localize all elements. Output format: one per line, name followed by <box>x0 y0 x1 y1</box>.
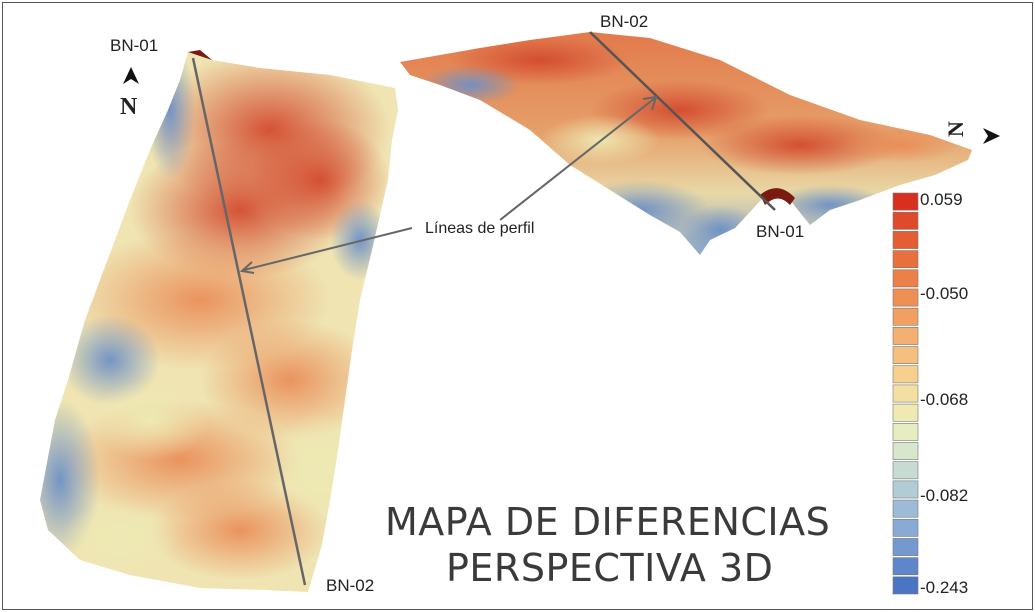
legend-tick-1: 0.059 <box>920 190 963 210</box>
north-arrow-rotated-icon <box>983 128 1000 144</box>
legend-swatch <box>893 212 918 229</box>
legend-swatch <box>893 366 918 383</box>
legend-tick-2: -0.050 <box>920 284 968 304</box>
label-bn01-3d: BN-01 <box>756 222 804 242</box>
north-arrow-icon <box>123 67 139 84</box>
legend-swatch <box>893 423 918 440</box>
legend-swatch <box>893 327 918 344</box>
label-bn01-plan: BN-01 <box>110 36 158 56</box>
legend-swatch <box>893 481 918 498</box>
label-bn02-3d: BN-02 <box>600 12 648 32</box>
legend-swatch <box>893 462 918 479</box>
legend-swatch <box>893 500 918 517</box>
north-letter: N <box>120 94 137 121</box>
legend-swatch <box>893 347 918 364</box>
legend-swatch <box>893 308 918 325</box>
profile-lines-label: Líneas de perfil <box>425 220 534 238</box>
legend-tick-3: -0.068 <box>920 390 968 410</box>
legend-swatch <box>893 442 918 459</box>
legend-swatch <box>893 251 918 268</box>
legend-tick-5: -0.243 <box>920 578 968 598</box>
map-title-line2: PERSPECTIVA 3D <box>446 546 773 590</box>
legend-swatch <box>893 538 918 555</box>
north-letter-rotated: N <box>943 121 969 137</box>
legend-swatch <box>893 404 918 421</box>
plan-view-surface <box>20 40 410 600</box>
legend-swatch <box>893 193 918 210</box>
legend-swatch <box>893 385 918 402</box>
legend-tick-4: -0.082 <box>920 486 968 506</box>
map-title-line1: MAPA DE DIFERENCIAS <box>385 500 830 544</box>
legend-swatch <box>893 519 918 536</box>
legend-color-bar <box>893 193 918 594</box>
legend-swatch <box>893 558 918 575</box>
legend-swatch <box>893 289 918 306</box>
legend-swatch <box>893 270 918 287</box>
legend-swatch <box>893 577 918 594</box>
legend-swatch <box>893 231 918 248</box>
label-bn02-plan: BN-02 <box>326 576 374 596</box>
